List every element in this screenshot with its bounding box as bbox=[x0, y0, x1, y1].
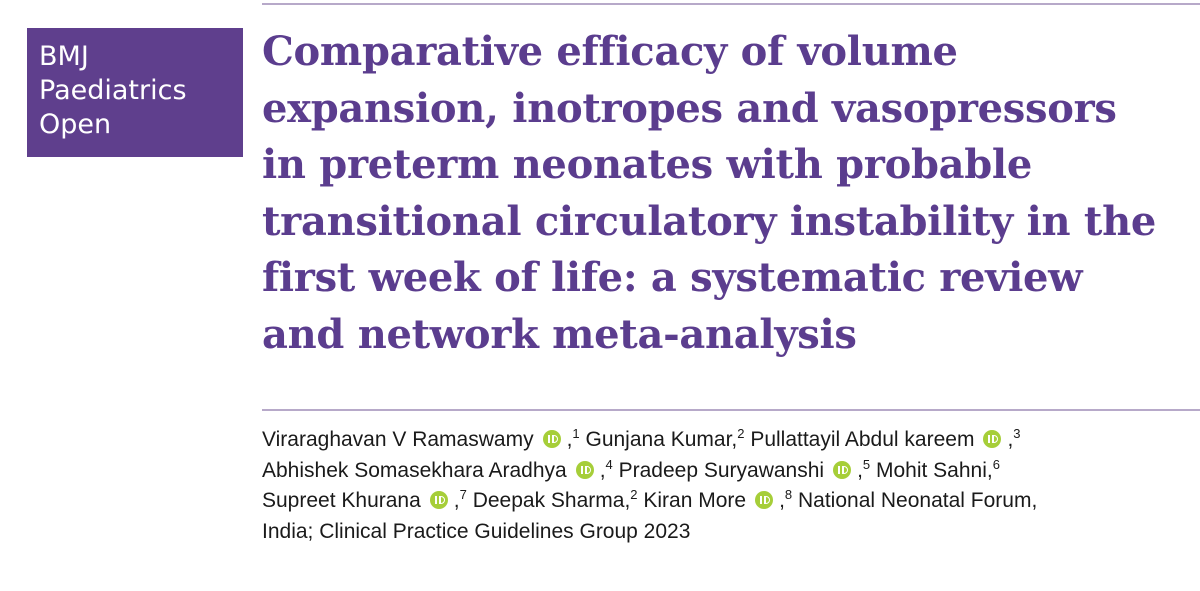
divider bbox=[262, 409, 1200, 411]
author-list: Viraraghavan V Ramaswamy ,1 Gunjana Kumar… bbox=[262, 425, 1037, 547]
author-text: Mohit Sahni, bbox=[870, 458, 993, 482]
title-line: expansion, inotropes and vasopressors bbox=[262, 84, 1117, 132]
affiliation-number: 2 bbox=[630, 487, 638, 502]
author-text: Gunjana Kumar, bbox=[579, 428, 738, 451]
author-text: Pullattayil Abdul kareem bbox=[744, 428, 975, 451]
author-text: , bbox=[453, 489, 460, 512]
title-line: Comparative efficacy of volume bbox=[262, 28, 958, 75]
article-title: Comparative efficacy of volume expansion,… bbox=[262, 24, 1156, 363]
author-text: Deepak Sharma, bbox=[466, 489, 631, 512]
affiliation-number: 5 bbox=[862, 456, 871, 472]
affiliation-number: 4 bbox=[605, 456, 613, 472]
author-line: Abhishek Somasekhara Aradhya ,4 Pradeep S… bbox=[262, 456, 1037, 487]
orcid-icon[interactable] bbox=[833, 460, 852, 479]
orcid-icon[interactable] bbox=[755, 491, 774, 509]
author-text: India; Clinical Practice Guidelines Grou… bbox=[262, 519, 691, 543]
title-line: transitional circulatory instability in … bbox=[262, 197, 1157, 245]
affiliation-number: 7 bbox=[459, 487, 467, 502]
top-rule bbox=[262, 3, 1200, 5]
author-text: , bbox=[779, 489, 785, 512]
orcid-icon[interactable] bbox=[575, 460, 594, 479]
author-text: Viraraghavan V Ramaswamy bbox=[262, 428, 534, 451]
author-text: National Neonatal Forum, bbox=[792, 489, 1038, 512]
author-text: , bbox=[857, 458, 863, 482]
orcid-icon[interactable] bbox=[542, 430, 561, 448]
author-line: India; Clinical Practice Guidelines Grou… bbox=[262, 517, 1037, 548]
author-line: Viraraghavan V Ramaswamy ,1 Gunjana Kumar… bbox=[262, 425, 1037, 456]
affiliation-number: 1 bbox=[572, 426, 580, 441]
title-line: in preterm neonates with probable bbox=[262, 141, 1032, 188]
logo-line: Open bbox=[39, 109, 112, 140]
author-text: Kiran More bbox=[637, 489, 747, 512]
title-line: and network meta-analysis bbox=[262, 310, 857, 358]
affiliation-number: 2 bbox=[737, 426, 745, 441]
title-line: first week of life: a systematic review bbox=[262, 254, 1083, 301]
affiliation-number: 6 bbox=[992, 456, 1000, 472]
author-text: Abhishek Somasekhara Aradhya bbox=[262, 458, 567, 482]
author-text: Supreet Khurana bbox=[262, 489, 421, 512]
author-text: Pradeep Suryawanshi bbox=[612, 458, 825, 482]
affiliation-number: 3 bbox=[1013, 426, 1021, 441]
journal-logo: BMJ Paediatrics Open bbox=[27, 28, 243, 157]
logo-line: Paediatrics bbox=[39, 75, 187, 106]
affiliation-number: 8 bbox=[784, 487, 793, 502]
author-text: , bbox=[1007, 428, 1014, 451]
orcid-icon[interactable] bbox=[983, 430, 1002, 448]
orcid-icon[interactable] bbox=[429, 491, 448, 509]
author-line: Supreet Khurana ,7 Deepak Sharma,2 Kiran … bbox=[262, 486, 1037, 517]
author-text: , bbox=[599, 458, 606, 482]
author-text: , bbox=[566, 428, 573, 451]
logo-line: BMJ bbox=[39, 41, 89, 72]
